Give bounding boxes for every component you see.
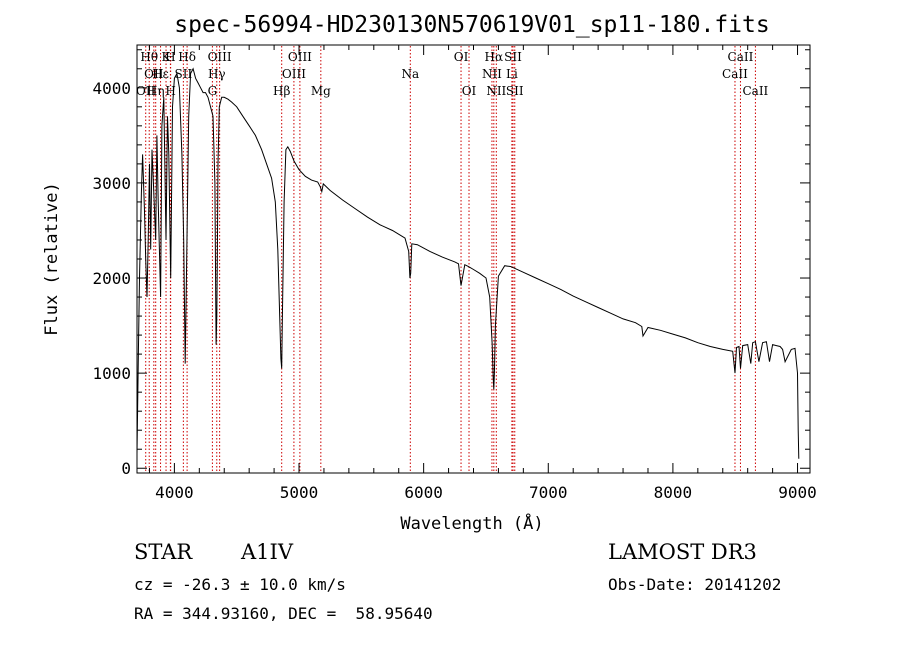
line-label: G: [208, 84, 218, 98]
redshift-velocity: cz = -26.3 ± 10.0 km/s: [134, 575, 346, 594]
line-label: K: [162, 50, 172, 64]
line-label: Na: [401, 67, 419, 81]
y-tick-label: 2000: [92, 269, 131, 288]
line-label: OI: [462, 84, 477, 98]
y-tick-label: 4000: [92, 79, 131, 98]
x-tick-label: 4000: [155, 483, 194, 502]
subclass: A1IV: [241, 540, 293, 564]
survey-name: LAMOST DR3: [608, 540, 757, 564]
y-axis-label: Flux (relative): [42, 182, 62, 336]
line-label: CaII: [722, 67, 748, 81]
line-label: OIII: [288, 50, 312, 64]
line-label: Hβ: [273, 84, 290, 98]
line-label: Hθ: [140, 50, 158, 64]
line-label: NII: [482, 67, 502, 81]
coordinates: RA = 344.93160, DEC = 58.95640: [134, 604, 433, 623]
x-tick-label: 5000: [280, 483, 319, 502]
line-label: CaII: [742, 84, 768, 98]
line-label: Hδ: [178, 50, 196, 64]
x-tick-label: 6000: [404, 483, 443, 502]
x-tick-label: 9000: [778, 483, 817, 502]
line-label: OIII: [282, 67, 306, 81]
y-tick-label: 1000: [92, 364, 131, 383]
line-label: OII: [144, 67, 164, 81]
line-label: H: [165, 84, 175, 98]
line-markers: [145, 46, 756, 472]
y-tick-label: 0: [121, 459, 131, 478]
line-label: Hε: [152, 67, 169, 81]
x-axis-label: Wavelength (Å): [400, 512, 543, 534]
line-label: Li: [506, 67, 518, 81]
line-label: SII: [504, 50, 522, 64]
line-label: SII: [506, 84, 524, 98]
obs-date: Obs-Date: 20141202: [608, 575, 782, 594]
y-tick-label: 3000: [92, 174, 131, 193]
line-label: H: [165, 50, 175, 64]
x-axis: 4000 5000 6000 7000 8000 9000: [148, 45, 817, 502]
x-tick-label: 7000: [529, 483, 568, 502]
line-label: SII: [175, 67, 193, 81]
x-tick-label: 8000: [654, 483, 693, 502]
line-label: Hγ: [208, 67, 226, 81]
line-label: CaII: [728, 50, 754, 64]
chart-title: spec-56994-HD230130N570619V01_sp11-180.f…: [174, 12, 769, 38]
class-label: STAR: [134, 540, 193, 564]
line-label: OIII: [208, 50, 232, 64]
line-label: Hη: [147, 84, 165, 98]
y-axis: 0 1000 2000 3000 4000: [92, 49, 810, 478]
line-label: Hα: [485, 50, 504, 64]
line-label: Mg: [311, 84, 331, 98]
line-label: OI: [454, 50, 469, 64]
spectrum-line: [136, 67, 800, 459]
line-label: NII: [486, 84, 506, 98]
